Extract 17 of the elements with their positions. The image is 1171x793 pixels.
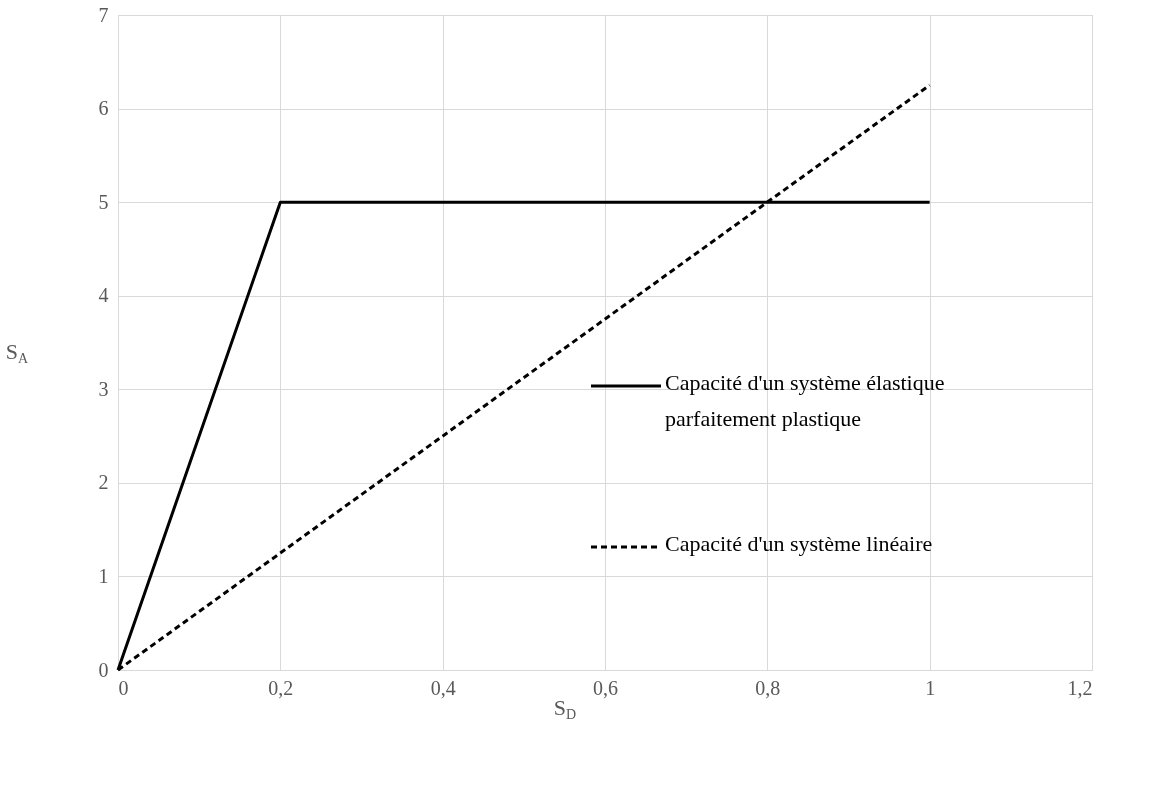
y-tick-label: 6 [98,97,109,120]
x-tick-label: 0 [118,676,129,699]
y-tick-label: 5 [98,190,109,213]
y-tick-label: 3 [98,377,109,400]
x-tick-label: 0,8 [755,676,781,699]
legend-label: Capacité d'un système linéaire [665,531,933,556]
y-tick-label: 7 [98,3,109,26]
x-tick-label: 1 [925,676,936,699]
y-tick-label: 4 [98,284,109,307]
y-tick-label: 0 [98,658,109,681]
legend-label: Capacité d'un système élastique parfaitement plastique [665,370,945,431]
y-tick-label: 1 [98,564,109,587]
x-tick-label: 0,2 [268,676,294,699]
x-tick-label: 0,6 [593,676,618,699]
x-tick-label: 0,4 [430,676,456,699]
x-tick-label: 1,2 [1067,676,1093,699]
y-tick-label: 2 [98,471,109,494]
